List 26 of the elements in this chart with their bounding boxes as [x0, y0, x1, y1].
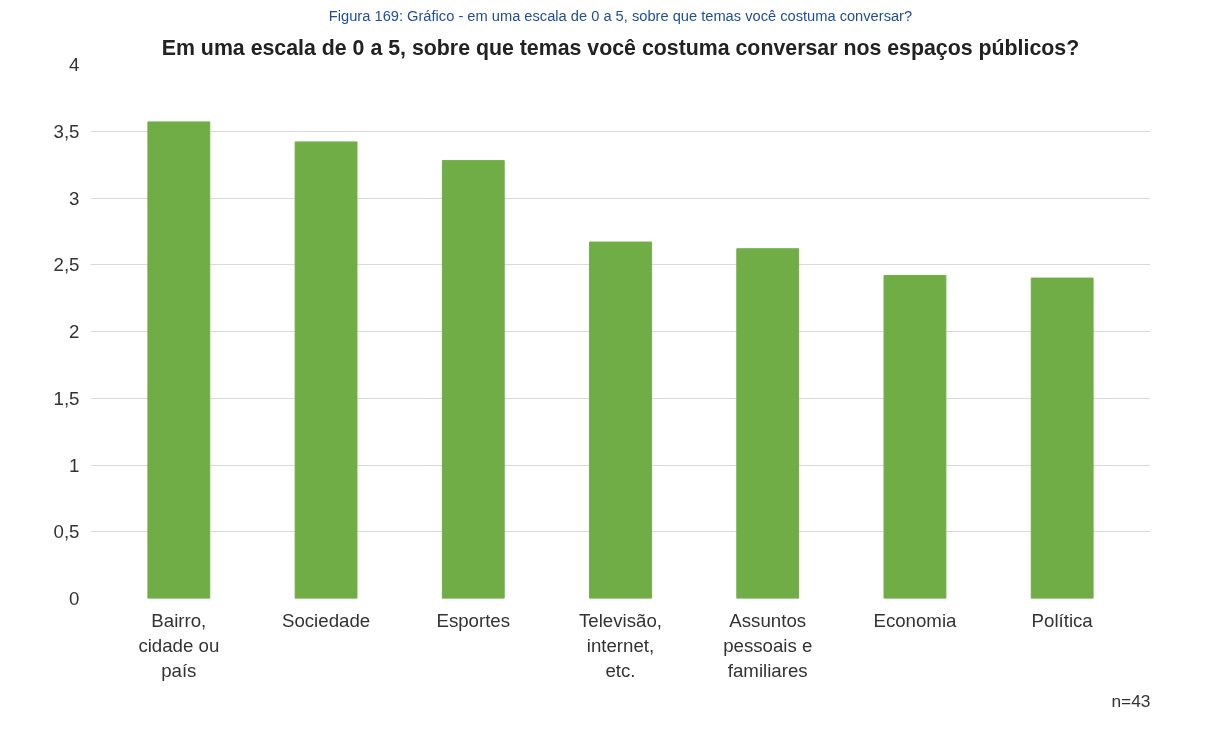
y-tick-label: 2,5 [53, 254, 80, 276]
y-tick-label: 4 [69, 54, 80, 75]
bar [883, 274, 947, 599]
x-tick-label: Bairro, cidade ou país [138, 609, 220, 681]
bar [589, 241, 652, 599]
text: Figura 169: Gráfico - em uma escala de 0 a 5, sobre que temas você costuma conversar? [328, 7, 913, 24]
y-tick-label: 0,5 [53, 521, 80, 543]
bar [1030, 277, 1094, 599]
bar [147, 121, 211, 599]
y-tick-label: 1 [69, 454, 80, 476]
x-tick-label: Sociedade [281, 609, 371, 631]
y-tick-label: 2 [69, 321, 80, 342]
y-tick-label: 1,5 [53, 387, 80, 409]
y-tick-label: 3 [69, 187, 80, 209]
bar [294, 141, 358, 599]
bar [736, 248, 800, 599]
text: n=43 [1111, 690, 1151, 711]
y-tick-label: 3,5 [53, 120, 80, 142]
chart-title: Em uma escala de 0 a 5, sobre que temas você costuma conversar nos espaços públicos? [161, 35, 1080, 60]
bar [441, 160, 505, 599]
x-tick-label: Esportes [436, 609, 511, 631]
x-tick-label: Televisão, internet, etc. [579, 609, 662, 681]
x-tick-label: Assuntos pessoais e familiares [723, 609, 813, 681]
y-tick-label: 0 [69, 588, 80, 609]
x-tick-label: Economia [873, 609, 958, 631]
x-tick-label: Política [1031, 609, 1094, 631]
